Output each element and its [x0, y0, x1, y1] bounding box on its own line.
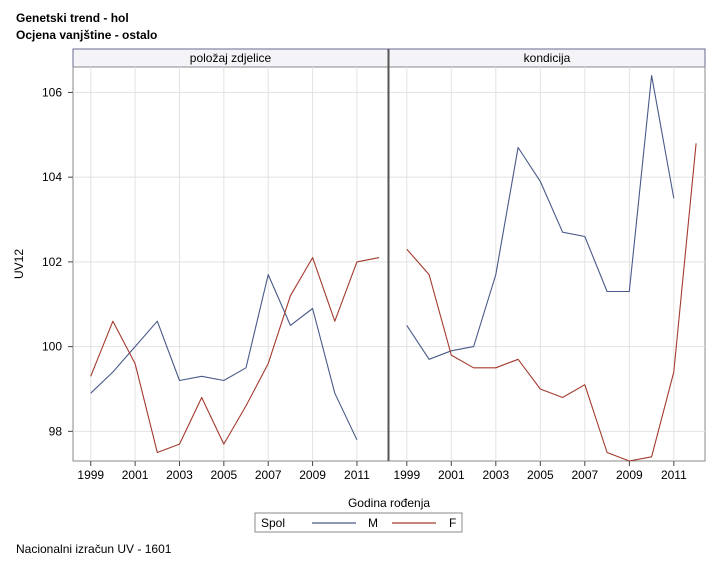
y-tick-label: 102 [42, 255, 62, 269]
footnote: Nacionalni izračun UV - 1601 [16, 542, 172, 556]
y-tick-label: 100 [42, 340, 62, 354]
grid-lines [73, 67, 705, 461]
panel-left-frame [72, 66, 389, 462]
x-tick-label: 2003 [482, 468, 509, 482]
legend: Spol M F [254, 512, 463, 533]
y-tick-label: 106 [42, 85, 62, 99]
legend-label-f: F [449, 516, 456, 530]
x-tick-label: 2011 [344, 468, 370, 482]
y-tick-label: 104 [42, 170, 62, 184]
chart-title: Genetski trend - hol [16, 11, 129, 25]
x-tick-label: 2001 [122, 468, 149, 482]
x-tick-label: 2011 [661, 468, 687, 482]
chart-subtitle: Ocjena vanjštine - ostalo [16, 28, 158, 42]
x-tick-label: 2007 [255, 468, 282, 482]
x-tick-label: 2001 [438, 468, 465, 482]
x-tick-label: 2005 [527, 468, 554, 482]
series-lines [90, 74, 697, 462]
x-axis-label: Godina rođenja [348, 496, 430, 510]
y-tick-label: 98 [49, 424, 63, 438]
legend-box [254, 512, 463, 533]
x-tick-label: 1999 [393, 468, 420, 482]
series-line-m-panel-2 [406, 74, 675, 360]
x-tick-label: 2007 [571, 468, 598, 482]
x-tick-label: 2005 [210, 468, 237, 482]
y-axis-label: UV12 [12, 249, 26, 279]
panel-right-frame [388, 66, 706, 462]
x-tick-label: 1999 [77, 468, 104, 482]
x-tick-label: 2009 [299, 468, 326, 482]
panel-label-left: položaj zdjelice [190, 51, 272, 65]
x-tick-label: 2009 [616, 468, 643, 482]
series-line-m-panel-1 [90, 274, 358, 441]
axes: 98 100 102 104 106 1999 2001 2003 2005 2007 2009 20… [42, 85, 687, 482]
x-tick-label: 2003 [166, 468, 193, 482]
series-line-f-panel-2 [406, 143, 697, 462]
legend-label-m: M [368, 516, 378, 530]
series-line-f-panel-1 [90, 257, 380, 454]
panel-label-right: kondicija [524, 51, 571, 65]
legend-title: Spol [261, 516, 285, 530]
